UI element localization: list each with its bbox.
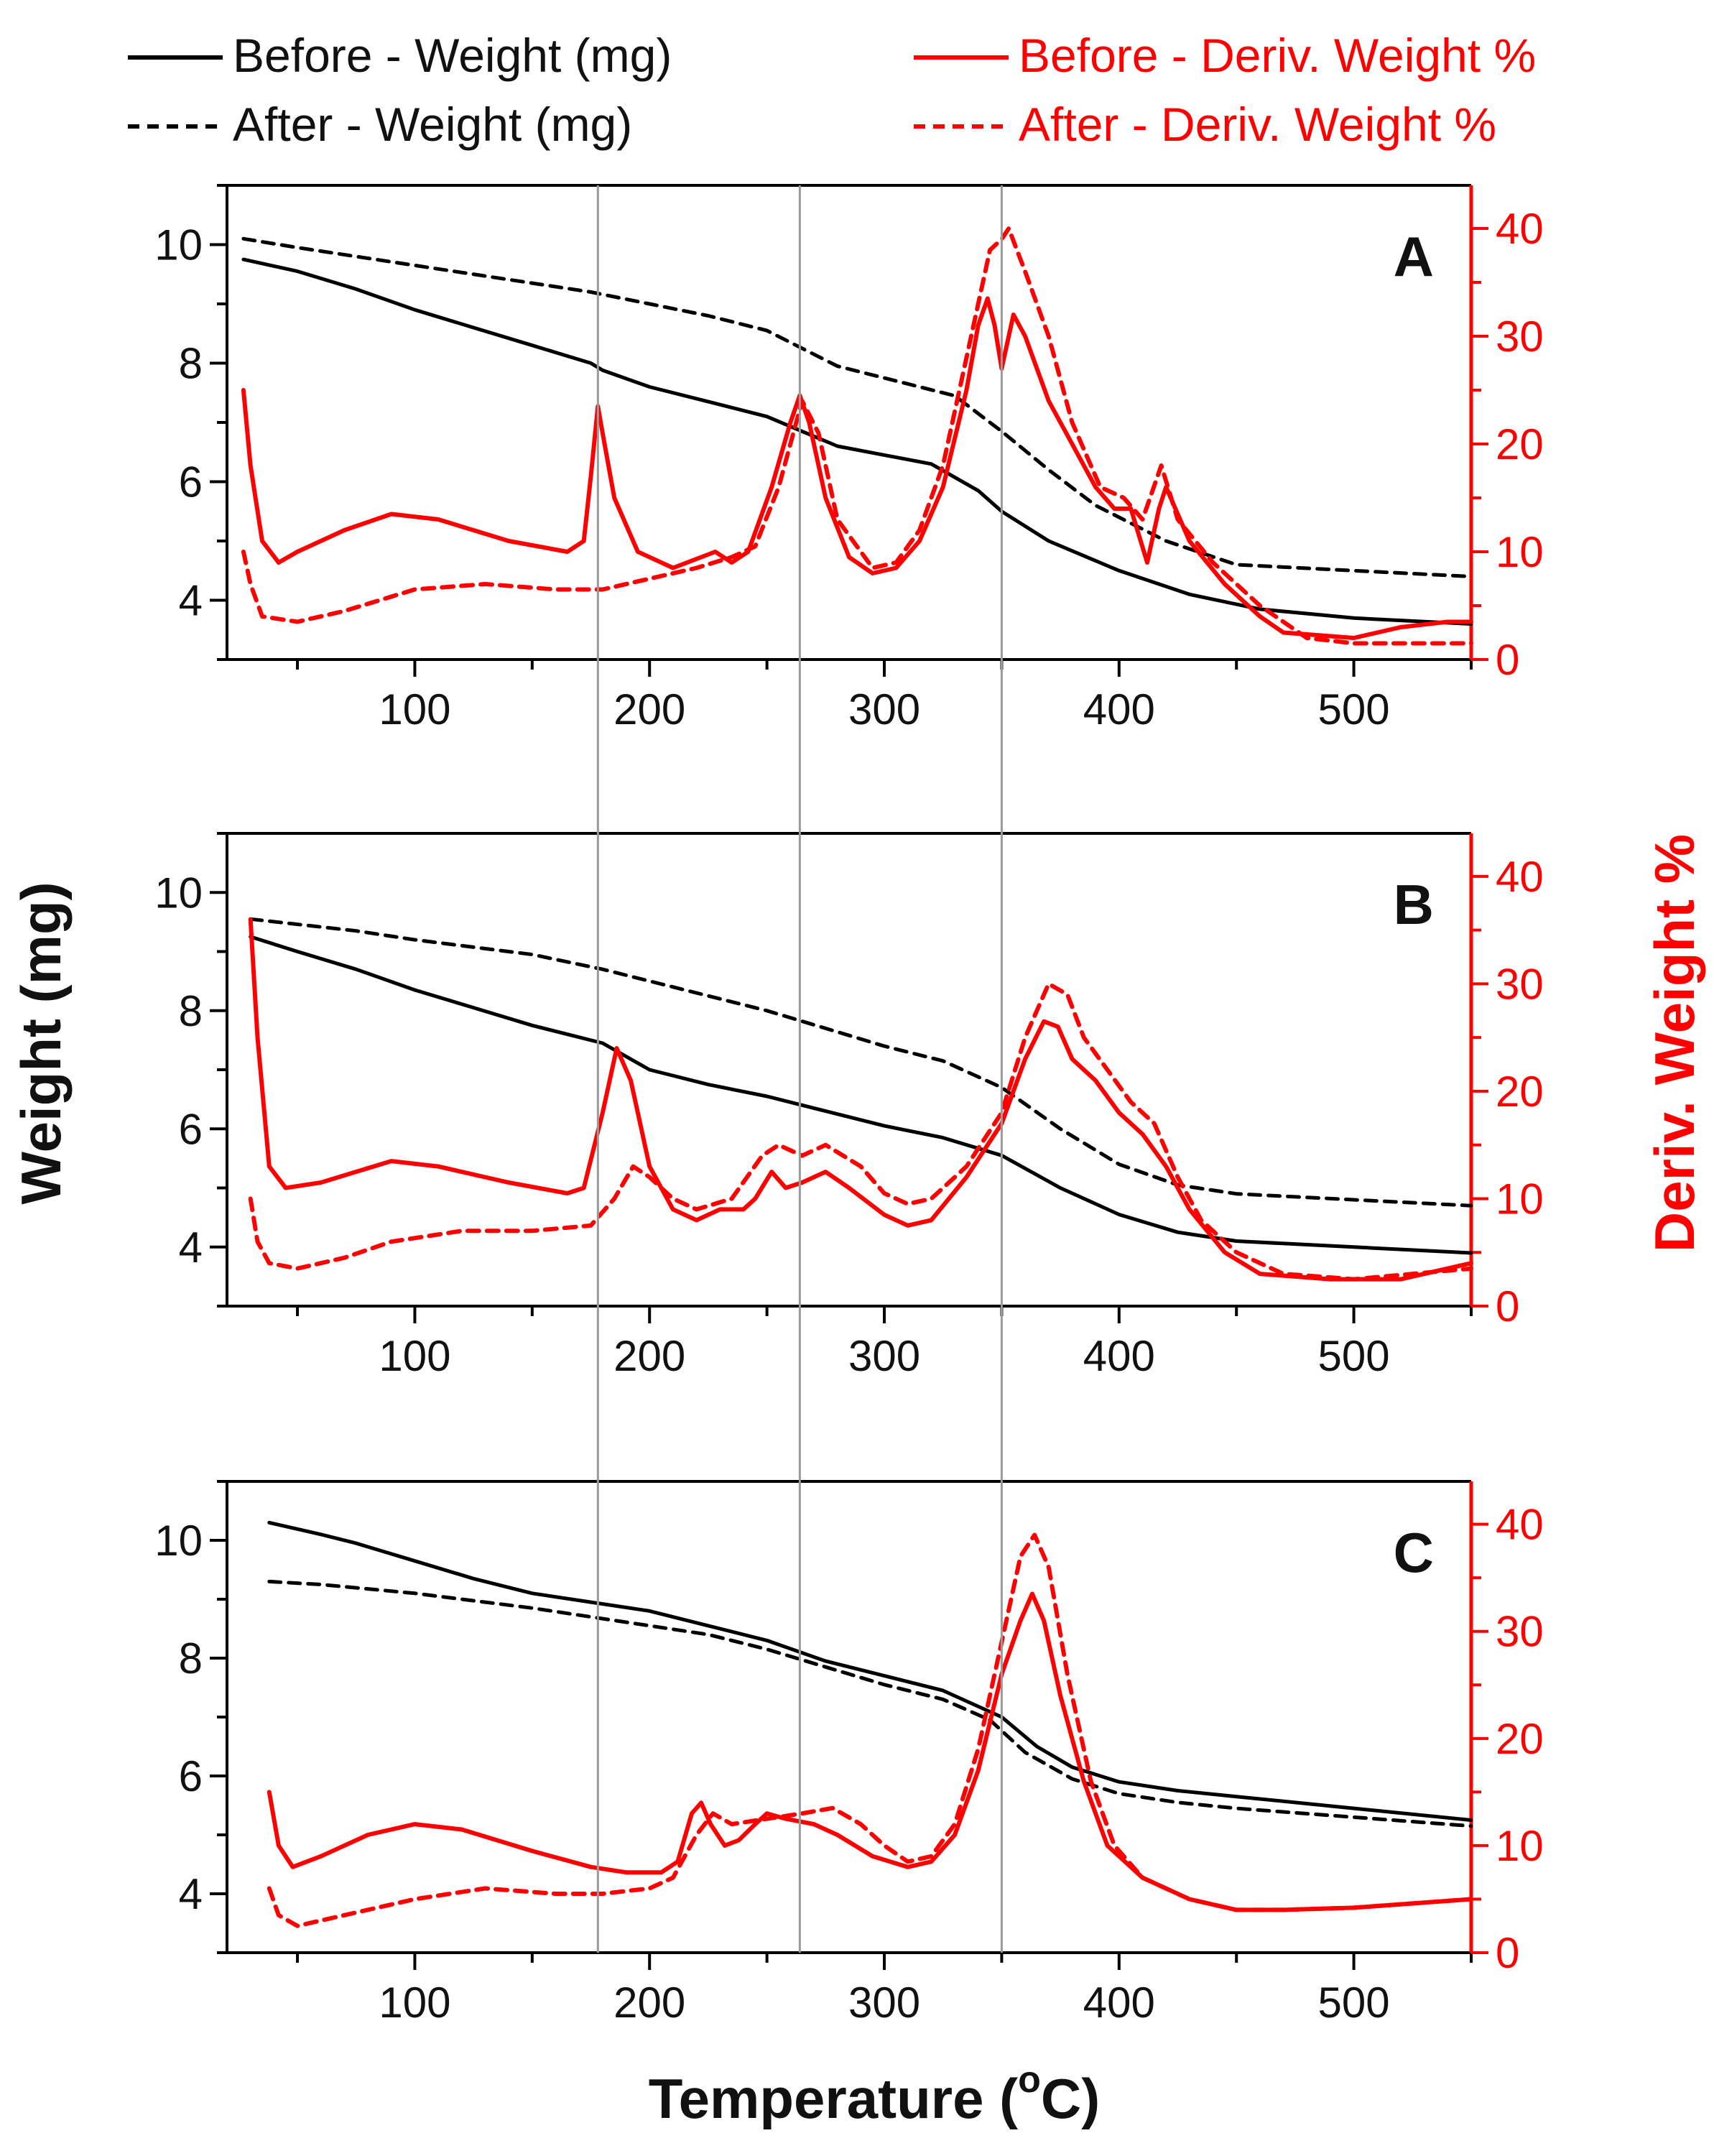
series-after-d-c <box>267 1532 1473 1928</box>
series-after-w-b <box>249 917 1473 1208</box>
y-left-tick-label-a: 4 <box>179 577 203 625</box>
x-tick-label-a: 500 <box>1318 685 1390 734</box>
y-right-tick-label-b: 30 <box>1496 960 1544 1008</box>
y-right-tick-label-b: 40 <box>1496 853 1544 901</box>
series-before-d-a <box>241 296 1473 640</box>
x-tick-label-c: 100 <box>379 1979 450 2027</box>
series-before-w-a <box>241 257 1473 626</box>
legend: Before - Weight (mg) After - Weight (mg)… <box>128 29 1536 151</box>
x-tick-label-a: 200 <box>613 685 685 734</box>
x-tick-label-a: 400 <box>1083 685 1155 734</box>
y-right-tick-label-c: 10 <box>1496 1822 1544 1870</box>
y-right-tick-label-b: 0 <box>1496 1282 1519 1331</box>
y-right-tick-label-c: 0 <box>1496 1929 1519 1977</box>
legend-label-after-weight: After - Weight (mg) <box>233 98 632 151</box>
reference-lines <box>596 185 1003 1953</box>
y-right-tick-label-a: 40 <box>1496 205 1544 253</box>
y-left-tick-label-b: 10 <box>154 869 203 917</box>
x-axis-title: Temperature (oC) <box>649 2059 1100 2130</box>
y-left-tick-label-b: 8 <box>179 987 203 1035</box>
series-after-w-a <box>241 236 1473 578</box>
legend-label-after-deriv: After - Deriv. Weight % <box>1019 98 1496 151</box>
x-tick-label-b: 300 <box>848 1332 920 1380</box>
y-axis-right-title: Deriv. Weight % <box>1643 834 1706 1252</box>
y-right-tick-label-a: 0 <box>1496 636 1519 684</box>
y-left-tick-label-a: 8 <box>179 340 203 388</box>
x-tick-label-b: 100 <box>379 1332 450 1380</box>
series-after-w-c <box>267 1579 1473 1828</box>
legend-label-before-deriv: Before - Deriv. Weight % <box>1019 29 1536 82</box>
series-before-d-b <box>248 917 1473 1282</box>
y-left-tick-label-c: 8 <box>179 1634 203 1683</box>
x-tick-label-b: 500 <box>1318 1332 1390 1380</box>
series-before-w-b <box>249 935 1473 1255</box>
x-tick-label-b: 400 <box>1083 1332 1155 1380</box>
y-right-tick-label-c: 30 <box>1496 1608 1544 1656</box>
x-tick-label-a: 300 <box>848 685 920 734</box>
panel-label-c: C <box>1394 1521 1434 1584</box>
series-before-d-c <box>267 1591 1473 1912</box>
y-right-tick-label-a: 10 <box>1496 528 1544 576</box>
y-right-tick-label-c: 40 <box>1496 1501 1544 1549</box>
series-after-d-a <box>241 226 1473 646</box>
series-before-w-c <box>267 1520 1473 1822</box>
y-axis-left-title: Weight (mg) <box>9 882 73 1204</box>
y-left-tick-label-c: 6 <box>179 1752 203 1800</box>
x-tick-label-c: 500 <box>1318 1979 1390 2027</box>
y-right-tick-label-b: 10 <box>1496 1175 1544 1223</box>
x-tick-label-b: 200 <box>613 1332 685 1380</box>
y-left-tick-label-b: 6 <box>179 1105 203 1153</box>
y-right-tick-label-a: 30 <box>1496 313 1544 361</box>
x-tick-label-c: 400 <box>1083 1979 1155 2027</box>
legend-label-before-weight: Before - Weight (mg) <box>233 29 672 82</box>
x-tick-label-c: 300 <box>848 1979 920 2027</box>
panel-label-b: B <box>1394 873 1434 936</box>
y-right-tick-label-a: 20 <box>1496 420 1544 468</box>
y-right-tick-label-c: 20 <box>1496 1715 1544 1763</box>
y-left-tick-label-c: 4 <box>179 1870 203 1918</box>
x-tick-label-c: 200 <box>613 1979 685 2027</box>
series-after-d-b <box>248 981 1473 1282</box>
y-left-tick-label-a: 10 <box>154 221 203 269</box>
x-tick-label-a: 100 <box>379 685 450 734</box>
y-right-tick-label-b: 20 <box>1496 1068 1544 1116</box>
y-left-tick-label-c: 10 <box>154 1517 203 1565</box>
y-left-tick-label-a: 6 <box>179 458 203 506</box>
y-left-tick-label-b: 4 <box>179 1223 203 1272</box>
panel-label-a: A <box>1394 225 1434 288</box>
